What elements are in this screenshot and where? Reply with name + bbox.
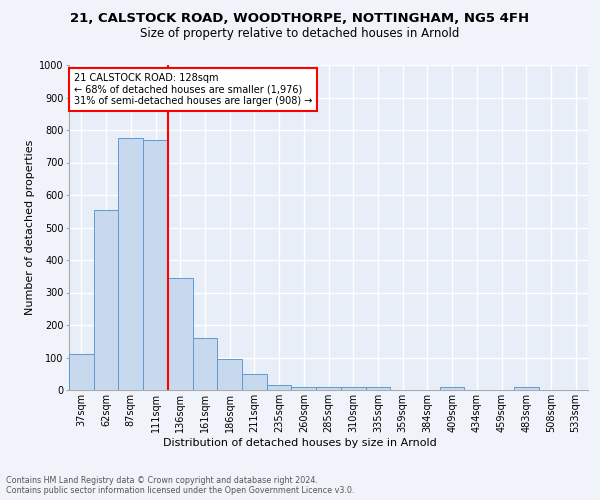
Text: Contains HM Land Registry data © Crown copyright and database right 2024.
Contai: Contains HM Land Registry data © Crown c… — [6, 476, 355, 495]
Text: 21, CALSTOCK ROAD, WOODTHORPE, NOTTINGHAM, NG5 4FH: 21, CALSTOCK ROAD, WOODTHORPE, NOTTINGHA… — [70, 12, 530, 26]
Text: Size of property relative to detached houses in Arnold: Size of property relative to detached ho… — [140, 28, 460, 40]
Bar — [242, 374, 267, 390]
Bar — [267, 385, 292, 390]
Bar — [143, 140, 168, 390]
Bar — [193, 338, 217, 390]
Bar — [341, 388, 365, 390]
Bar — [292, 387, 316, 390]
Bar — [440, 387, 464, 390]
Text: 21 CALSTOCK ROAD: 128sqm
← 68% of detached houses are smaller (1,976)
31% of sem: 21 CALSTOCK ROAD: 128sqm ← 68% of detach… — [74, 73, 313, 106]
Bar — [514, 387, 539, 390]
Y-axis label: Number of detached properties: Number of detached properties — [25, 140, 35, 315]
Bar — [168, 278, 193, 390]
Bar — [94, 210, 118, 390]
Bar — [118, 138, 143, 390]
Bar — [69, 354, 94, 390]
Bar — [316, 387, 341, 390]
Bar — [365, 388, 390, 390]
Text: Distribution of detached houses by size in Arnold: Distribution of detached houses by size … — [163, 438, 437, 448]
Bar — [217, 359, 242, 390]
